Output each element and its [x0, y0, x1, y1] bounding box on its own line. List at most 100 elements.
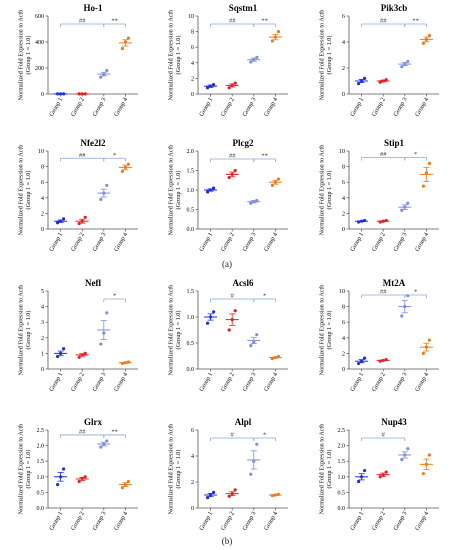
x-tick-label: Group 3	[241, 97, 257, 118]
y-axis-label: Normalized Fold Expression to Actb(Group…	[318, 285, 333, 376]
series-group-3	[398, 447, 412, 462]
significance-bracket: ##	[361, 289, 406, 298]
significance-bracket: ##	[361, 151, 406, 161]
chart-panel-nefl: Nefl Normalized Fold Expression to Actb(G…	[17, 278, 138, 393]
y-axis-label: Normalized Fold Expression to Actb(Group…	[318, 424, 333, 515]
y-axis-label: Normalized Fold Expression to Actb(Group…	[17, 285, 32, 376]
significance-bracket: ##	[210, 18, 255, 27]
y-tick-label: 8	[342, 165, 345, 171]
series-group-1	[54, 217, 68, 225]
series-group-3	[398, 59, 412, 69]
data-point	[233, 81, 237, 85]
y-axis-label: Normalized Fold Expression to Actb(Group…	[167, 145, 182, 236]
x-tick-label: Group 2	[70, 372, 86, 393]
data-point	[403, 453, 407, 457]
y-tick-label: 6	[191, 45, 194, 51]
series-group-3	[247, 55, 261, 64]
data-point	[56, 483, 60, 487]
significance-label: ##	[79, 428, 86, 435]
y-tick-label: 6	[342, 180, 345, 186]
x-tick-label: Group 3	[392, 97, 408, 118]
data-point	[56, 92, 60, 96]
y-tick-label: 6	[41, 180, 44, 186]
y-tick-label: 4	[342, 196, 345, 202]
x-tick-label: Group 1	[48, 97, 64, 118]
data-point	[255, 55, 259, 59]
x-tick-label: Group 3	[392, 372, 408, 393]
data-point	[99, 75, 103, 79]
data-point	[427, 338, 431, 342]
data-point	[83, 92, 87, 96]
x-tick-label: Group 3	[241, 511, 257, 532]
data-point	[403, 305, 407, 309]
chart-title: Acsl6	[233, 278, 254, 288]
y-tick-label: 0	[342, 367, 345, 373]
y-axis-label: Normalized Fold Expression to Actb(Group…	[17, 10, 32, 101]
data-point	[80, 92, 84, 96]
series-group-1	[54, 467, 68, 487]
data-point	[230, 172, 234, 176]
y-tick-label: 2	[41, 336, 44, 342]
chart-title: Glrx	[84, 417, 102, 427]
data-point	[400, 208, 404, 212]
data-point	[424, 462, 428, 466]
chart-panel-plcg2: Plcg2 Normalized Fold Expression to Actb(…	[167, 138, 288, 253]
data-point	[62, 217, 66, 221]
y-tick-label: 6	[191, 428, 194, 434]
data-point	[62, 347, 66, 351]
data-point	[406, 447, 410, 451]
significance-label: ##	[380, 18, 387, 25]
chart-title: Stip1	[384, 138, 405, 148]
data-point	[227, 328, 231, 332]
x-tick-label: Group 3	[241, 232, 257, 253]
series-group-1	[355, 218, 369, 224]
data-point	[363, 356, 367, 360]
data-point	[102, 442, 106, 446]
x-tick-label: Group 3	[91, 511, 107, 532]
significance-bracket: #	[361, 432, 406, 441]
x-tick-label: Group 2	[220, 511, 236, 532]
x-tick-label: Group 4	[414, 97, 430, 118]
data-point	[56, 221, 60, 225]
data-point	[360, 359, 364, 363]
y-tick-label: 2.0	[187, 149, 195, 155]
chart-panel-stip1: Stip1 Normalized Fold Expression to Actb(…	[318, 138, 439, 253]
data-point	[381, 79, 385, 83]
data-point	[120, 46, 124, 51]
series-group-2	[75, 215, 89, 226]
series-group-3	[97, 311, 111, 346]
series-group-1	[204, 310, 218, 325]
data-point	[424, 37, 428, 42]
x-tick-label: Group 1	[48, 232, 64, 253]
data-point	[406, 59, 410, 64]
x-tick-label: Group 4	[414, 232, 430, 253]
y-axis-label: Normalized Fold Expression to Actb(Group…	[167, 424, 182, 515]
x-tick-label: Group 1	[349, 232, 365, 253]
data-point	[403, 62, 407, 66]
y-tick-label: 2	[342, 351, 345, 357]
series-group-2	[225, 81, 239, 90]
data-point	[212, 83, 216, 87]
y-tick-label: 10	[339, 149, 345, 155]
data-point	[230, 492, 234, 496]
significance-bracket: #	[210, 293, 255, 302]
series-group-1	[54, 347, 68, 359]
data-point	[384, 358, 388, 362]
y-tick-label: 0.0	[187, 227, 195, 233]
data-point	[59, 475, 63, 479]
series-group-2	[225, 168, 239, 180]
x-tick-label: Group 1	[198, 372, 214, 393]
y-tick-label: 0.5	[37, 490, 45, 496]
data-point	[249, 472, 253, 476]
series-group-4	[268, 30, 282, 43]
y-tick-label: 0	[342, 227, 345, 233]
data-point	[233, 488, 237, 492]
y-tick-label: 2.5	[37, 428, 45, 434]
series-group-1	[54, 92, 68, 96]
series-group-3	[97, 439, 111, 449]
series-group-4	[419, 33, 433, 45]
x-tick-label: Group 4	[414, 372, 430, 393]
significance-label: **	[412, 18, 419, 25]
x-tick-label: Group 4	[113, 232, 129, 253]
y-tick-label: 0.5	[187, 208, 195, 214]
